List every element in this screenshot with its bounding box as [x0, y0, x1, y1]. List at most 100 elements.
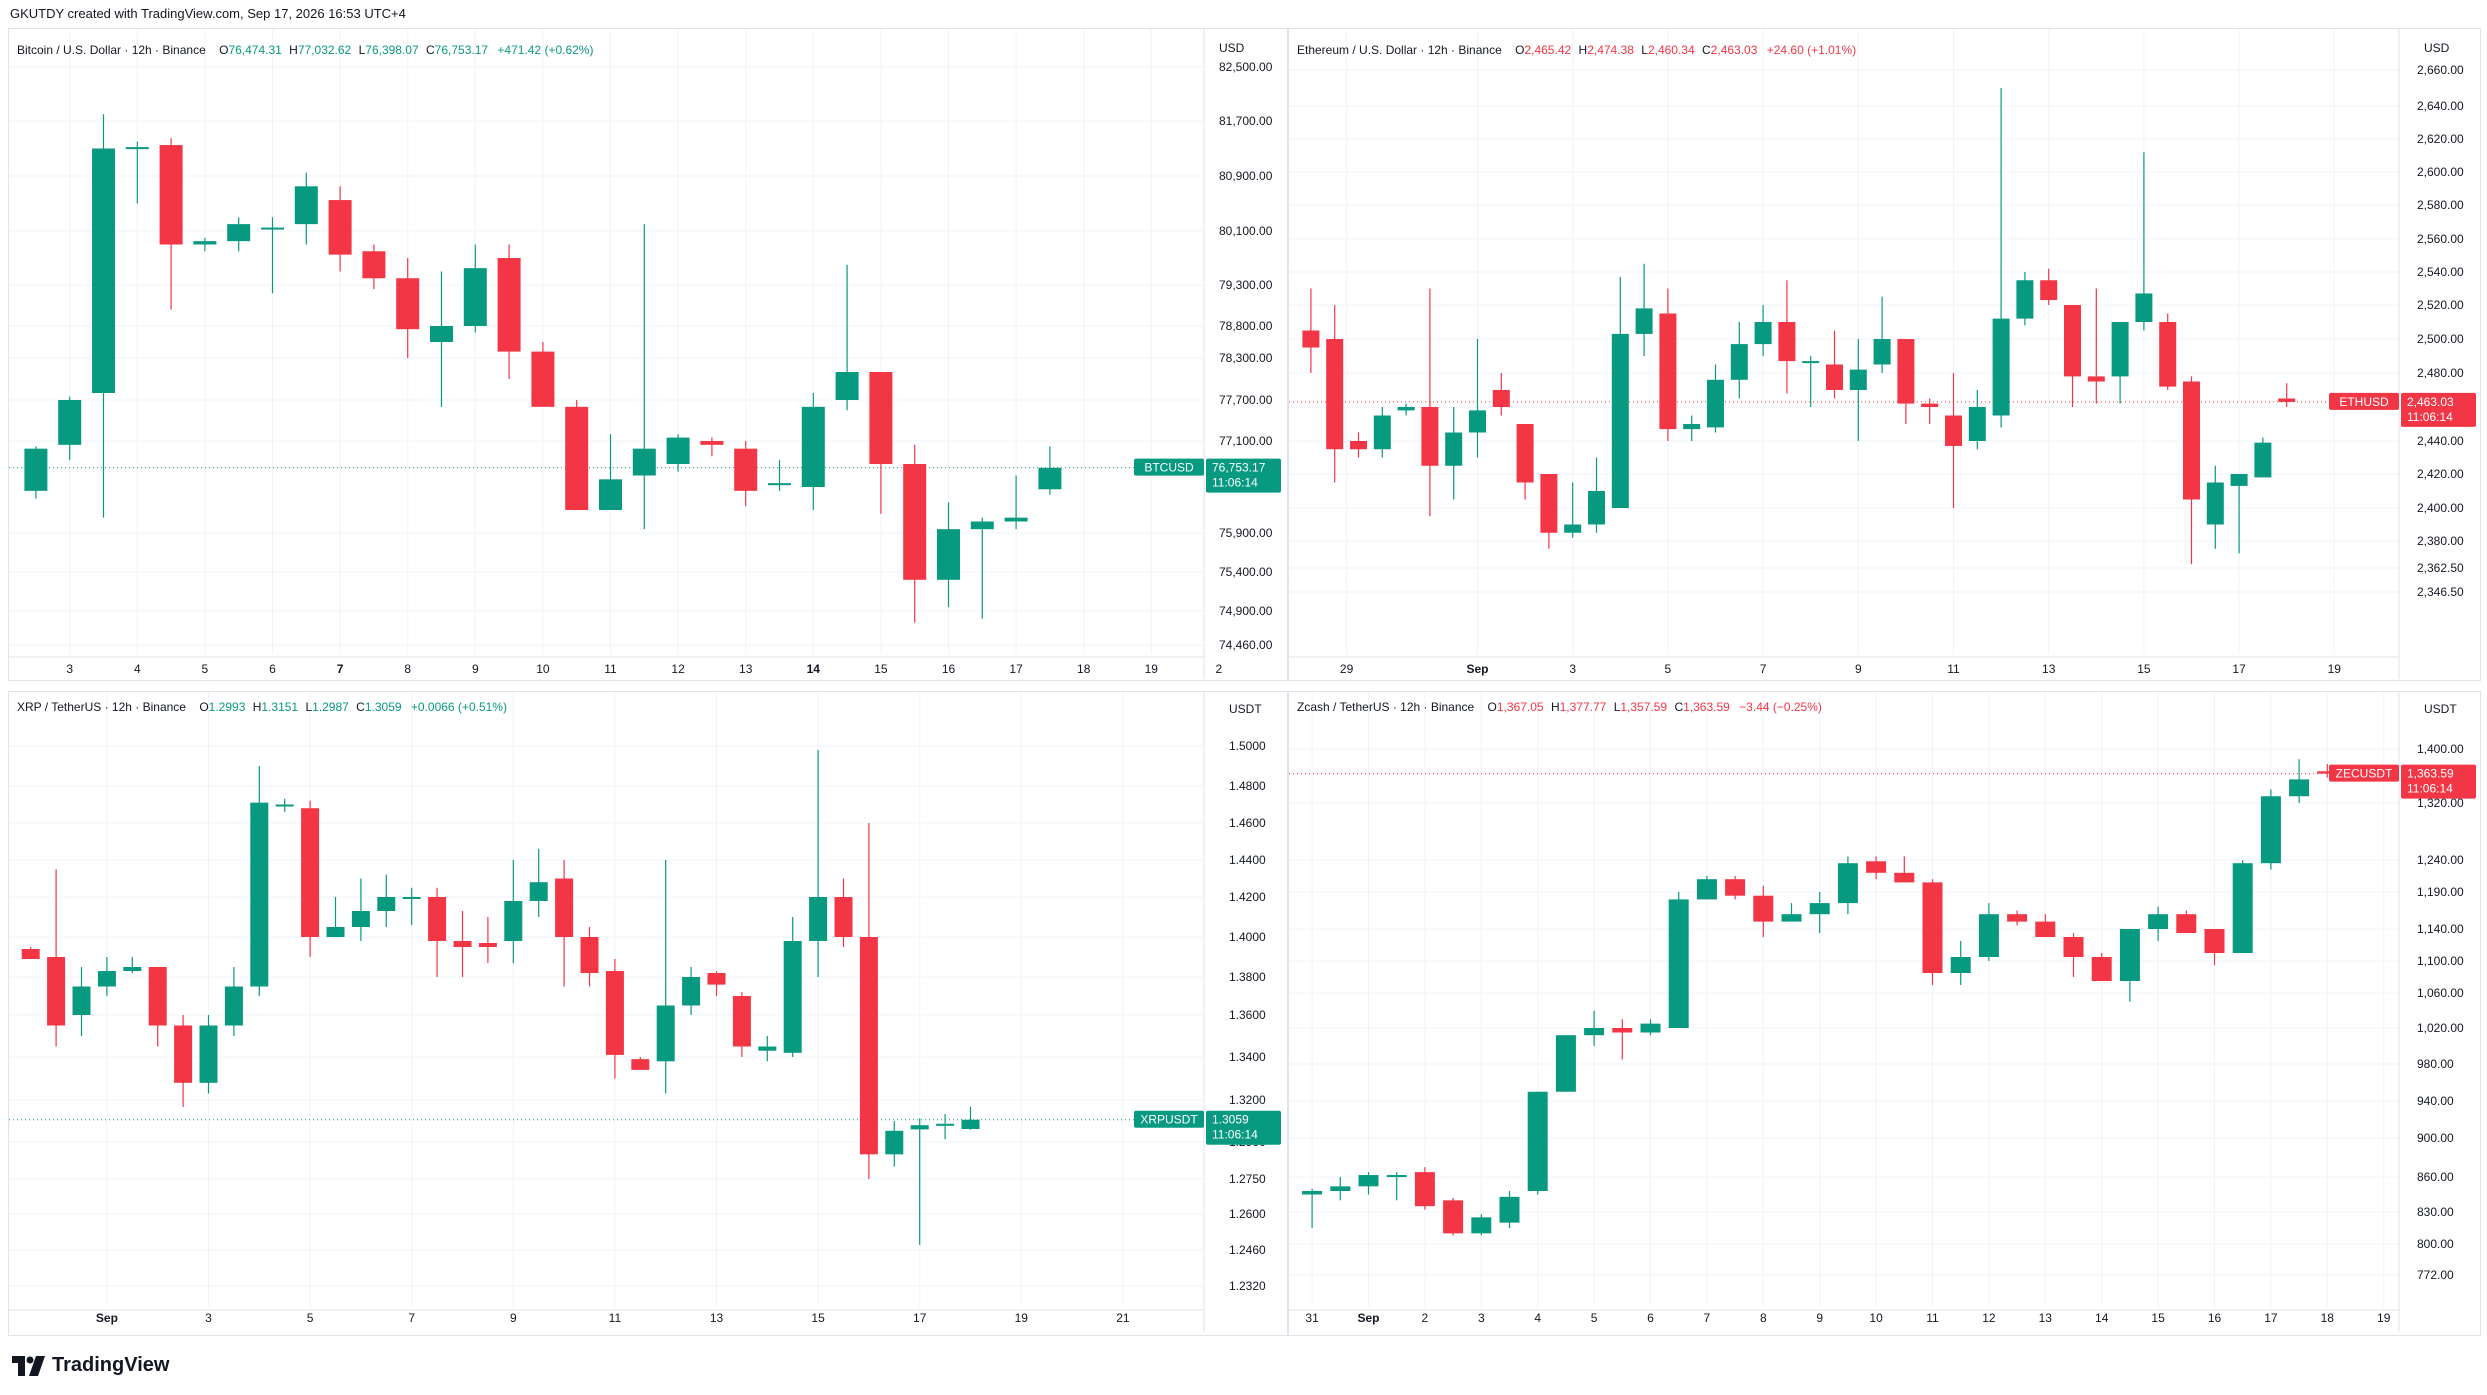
zec-candle[interactable] [2317, 764, 2338, 778]
xrp-candle[interactable] [47, 869, 66, 1047]
xrp-candle[interactable] [199, 1015, 218, 1094]
btc-candle[interactable] [24, 446, 48, 499]
zec-candle[interactable] [2176, 910, 2197, 934]
btc-candle[interactable] [531, 342, 555, 407]
btc-candle[interactable] [159, 138, 183, 310]
eth-candle[interactable] [1778, 280, 1796, 394]
zec-candle[interactable] [1725, 876, 1746, 900]
xrp-candle[interactable] [783, 917, 802, 1057]
zec-candle[interactable] [1358, 1172, 1379, 1195]
btc-candle[interactable] [430, 271, 453, 407]
btc-candle[interactable] [294, 172, 318, 245]
zec-candle[interactable] [1443, 1198, 1464, 1236]
zec-candle[interactable] [1866, 856, 1887, 880]
btc-candle[interactable] [801, 393, 825, 510]
eth-candle[interactable] [1326, 305, 1344, 483]
xrp-candle[interactable] [631, 1057, 650, 1070]
btc-candle[interactable] [666, 434, 690, 472]
eth-candle[interactable] [1921, 398, 1939, 425]
xrp-candle[interactable] [834, 878, 853, 948]
btc-candle[interactable] [835, 264, 859, 411]
btc-candle[interactable] [261, 217, 284, 294]
xrp-candle[interactable] [275, 798, 294, 812]
zec-candle[interactable] [2091, 953, 2112, 981]
eth-candle[interactable] [1540, 474, 1558, 549]
xrp-candle[interactable] [402, 887, 421, 925]
xrp-candle[interactable] [174, 1015, 193, 1107]
btc-candle[interactable] [599, 434, 622, 510]
zec-candle[interactable] [1555, 1035, 1576, 1092]
btc-candle[interactable] [1004, 475, 1028, 530]
eth-candle[interactable] [2159, 313, 2177, 391]
eth-candle[interactable] [2111, 322, 2129, 404]
zec-candle[interactable] [1668, 892, 1689, 1028]
zec-candle[interactable] [1922, 879, 1943, 985]
eth-candle[interactable] [2278, 383, 2296, 407]
eth-candle[interactable] [1730, 322, 1748, 399]
eth-candle[interactable] [1611, 276, 1629, 508]
zec-chart-panel[interactable]: 1,400.00 1,320.00 1,240.00 1,190.00 1,140.00… [1288, 691, 2481, 1336]
eth-candle[interactable] [1897, 339, 1915, 424]
eth-candle[interactable] [1826, 330, 1843, 399]
eth-chart-panel[interactable]: 2,660.00 2,640.00 2,620.00 2,600.00 2,580.00… [1288, 28, 2481, 681]
xrp-candle[interactable] [707, 971, 726, 996]
xrp-candle[interactable] [910, 1118, 929, 1245]
zec-candle[interactable] [2063, 933, 2084, 977]
xrp-candle[interactable] [580, 927, 599, 987]
eth-candle[interactable] [1945, 373, 1962, 508]
eth-candle[interactable] [1992, 88, 2010, 428]
eth-candle[interactable] [1683, 415, 1701, 442]
zec-candle[interactable] [1950, 941, 1971, 985]
eth-candle[interactable] [2064, 305, 2081, 407]
zec-candle[interactable] [1753, 885, 1774, 937]
eth-candle[interactable] [1849, 339, 1867, 441]
btc-candle[interactable] [125, 141, 149, 204]
xrp-candle[interactable] [605, 959, 624, 1079]
eth-candle[interactable] [2230, 474, 2248, 554]
eth-candle[interactable] [1707, 364, 1724, 433]
eth-candle[interactable] [2040, 268, 2058, 305]
btc-candle[interactable] [903, 444, 927, 623]
xrp-candle[interactable] [732, 992, 751, 1057]
xrp-candle[interactable] [885, 1121, 904, 1167]
eth-candlestick-chart[interactable]: 2,660.00 2,640.00 2,620.00 2,600.00 2,580.00… [1289, 29, 2482, 682]
xrp-candle[interactable] [809, 750, 828, 977]
zec-candle[interactable] [1809, 892, 1830, 933]
btc-candle[interactable] [700, 437, 724, 457]
zec-candle[interactable] [1894, 856, 1915, 883]
zec-candle[interactable] [2204, 929, 2225, 965]
xrp-candle[interactable] [97, 957, 116, 996]
zec-candle[interactable] [2260, 789, 2281, 870]
zec-candle[interactable] [1837, 856, 1858, 915]
zec-candle[interactable] [1499, 1191, 1520, 1228]
eth-candle[interactable] [1635, 263, 1653, 356]
btc-candle[interactable] [328, 186, 352, 272]
eth-candle[interactable] [1588, 457, 1605, 533]
xrp-chart-panel[interactable]: 1.5000 1.4800 1.4600 1.4400 1.4200 1.4000 1.38… [8, 691, 1288, 1336]
eth-candle[interactable] [2016, 272, 2034, 326]
zec-candle[interactable] [1330, 1177, 1351, 1201]
xrp-candlestick-chart[interactable]: 1.5000 1.4800 1.4600 1.4400 1.4200 1.4000 1.38… [9, 692, 1289, 1337]
zec-candle[interactable] [1471, 1214, 1492, 1236]
eth-candle[interactable] [1469, 339, 1486, 458]
btc-candle[interactable] [869, 372, 893, 514]
eth-candle[interactable] [1302, 288, 1320, 374]
xrp-candle[interactable] [504, 860, 523, 963]
eth-candle[interactable] [1968, 390, 1986, 450]
btc-candlestick-chart[interactable]: 82,500.00 81,700.00 80,900.00 80,100.00 79,3… [9, 29, 1289, 682]
xrp-candle[interactable] [656, 860, 675, 1094]
zec-candle[interactable] [2289, 759, 2310, 803]
zec-candlestick-chart[interactable]: 1,400.00 1,320.00 1,240.00 1,190.00 1,140.00… [1289, 692, 2482, 1337]
xrp-candle[interactable] [758, 1036, 777, 1062]
xrp-candle[interactable] [936, 1114, 955, 1140]
xrp-candle[interactable] [961, 1106, 980, 1130]
eth-candle[interactable] [1350, 432, 1367, 458]
zec-candle[interactable] [1584, 1010, 1605, 1047]
xrp-candle[interactable] [326, 897, 345, 937]
eth-candle[interactable] [1802, 356, 1820, 407]
btc-candle[interactable] [734, 441, 758, 507]
xrp-candle[interactable] [377, 874, 396, 927]
eth-candle[interactable] [2135, 152, 2153, 331]
xrp-candle[interactable] [72, 967, 91, 1036]
btc-candle[interactable] [565, 400, 589, 510]
